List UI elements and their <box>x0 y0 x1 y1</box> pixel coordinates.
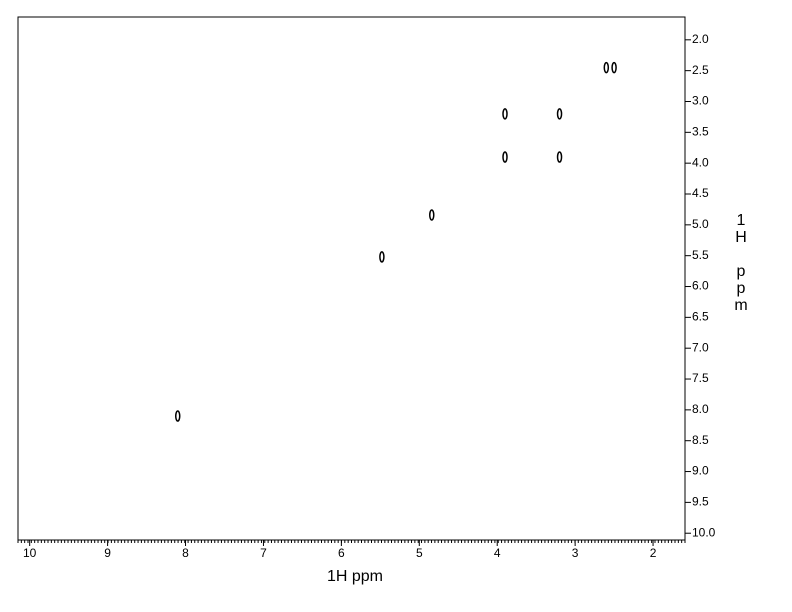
cross-peak <box>603 61 610 74</box>
cross-peak <box>174 410 181 422</box>
y-tick-label: 9.5 <box>692 495 709 509</box>
y-tick-label: 6.5 <box>692 310 709 324</box>
y-tick-label: 7.0 <box>692 340 709 354</box>
y-axis-label: 1H ppm <box>733 212 750 314</box>
y-tick-label: 5.0 <box>692 217 709 231</box>
y-tick-label: 7.5 <box>692 371 709 385</box>
cross-peak <box>556 151 563 163</box>
x-tick-label: 5 <box>416 546 423 560</box>
y-tick-label: 8.5 <box>692 433 709 447</box>
y-tick-label: 5.5 <box>692 248 709 262</box>
y-tick-label: 4.0 <box>692 155 709 169</box>
y-tick-label: 10.0 <box>692 525 716 539</box>
plot-frame <box>17 16 686 541</box>
x-tick-label: 6 <box>338 546 345 560</box>
x-axis-label: 1H ppm <box>327 568 383 585</box>
y-tick-label: 2.5 <box>692 63 709 77</box>
y-tick-label: 3.5 <box>692 125 709 139</box>
y-tick-label: 6.0 <box>692 279 709 293</box>
cross-peak <box>502 108 508 120</box>
x-tick-label: 10 <box>23 546 37 560</box>
cross-peak <box>611 61 617 74</box>
cross-peak <box>502 151 508 163</box>
cross-peak <box>379 251 385 263</box>
y-tick-label: 9.0 <box>692 464 709 478</box>
x-tick-label: 8 <box>182 546 189 560</box>
y-tick-label: 3.0 <box>692 94 709 108</box>
cross-peak <box>429 209 435 221</box>
x-tick-label: 4 <box>494 546 501 560</box>
x-tick-label: 9 <box>104 546 111 560</box>
y-tick-label: 4.5 <box>692 186 709 200</box>
y-tick-label: 2.0 <box>692 32 709 46</box>
x-tick-label: 2 <box>650 546 657 560</box>
x-tick-label: 7 <box>260 546 267 560</box>
y-tick-label: 8.0 <box>692 402 709 416</box>
x-tick-label: 3 <box>572 546 579 560</box>
cross-peak <box>556 108 563 120</box>
